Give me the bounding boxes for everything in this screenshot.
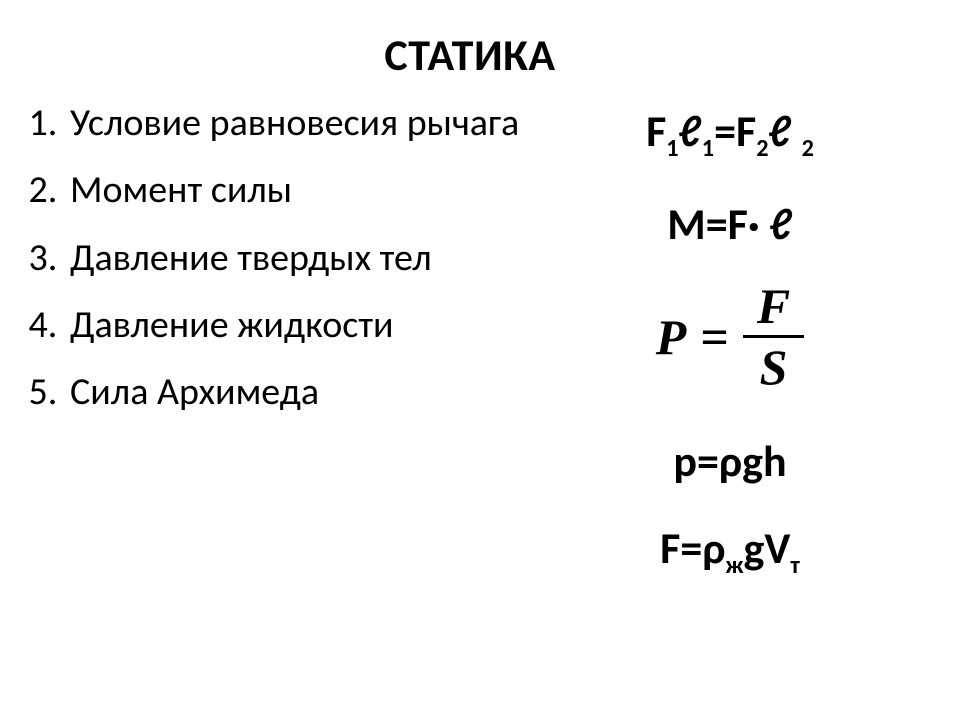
list-item: Условие равновесия рычага (66, 98, 540, 149)
sub-1: 1 (702, 134, 714, 163)
fraction-bar (743, 335, 804, 338)
formula-moment: M=F· ℓ (667, 201, 793, 247)
slide: СТАТИКА Условие равновесия рычага Момент… (0, 0, 960, 720)
content-body: Условие равновесия рычага Момент силы Да… (20, 98, 920, 608)
var-F: F (646, 104, 666, 158)
page-title: СТАТИКА (20, 28, 920, 82)
formula-pressure-liquid: p=ρgh (673, 438, 786, 484)
sub-1: 1 (666, 134, 678, 163)
numerator: F (743, 281, 804, 331)
var-l: ℓ (679, 104, 702, 158)
var-F: F (736, 104, 756, 158)
list-item: Момент силы (66, 165, 540, 216)
eq-sign: = (680, 521, 702, 575)
list-item: Давление твердых тел (66, 233, 540, 284)
sub-2: 2 (756, 134, 768, 163)
sub-2: 2 (802, 134, 814, 163)
list-item: Сила Архимеда (66, 367, 540, 418)
formula-lever: F1ℓ1=F2ℓ 2 (646, 108, 814, 161)
eq-sign: = (714, 104, 736, 158)
var-rho: ρ (702, 521, 725, 575)
var-g: g (743, 521, 764, 575)
formula-column: F1ℓ1=F2ℓ 2 M=F· ℓ P = F S p=ρgh F=ρ (540, 98, 920, 608)
space (760, 197, 770, 251)
var-P: P (656, 311, 701, 364)
dot: · (748, 197, 760, 251)
var-V: V (764, 521, 790, 575)
var-F: F (660, 521, 680, 575)
var-M: M (667, 197, 705, 251)
var-l: ℓ (770, 197, 793, 251)
formula-pressure-solid: P = F S (656, 281, 804, 392)
fraction: F S (743, 281, 804, 392)
sub-zh: ж (726, 550, 744, 579)
denominator: S (746, 342, 802, 392)
list-item: Давление жидкости (66, 300, 540, 351)
eq-sign: = (700, 311, 743, 364)
sub-t: т (790, 550, 799, 579)
space (792, 104, 802, 158)
formula-archimedes: F=ρжgVт (660, 525, 800, 578)
topic-list: Условие равновесия рычага Момент силы Да… (20, 98, 540, 434)
var-F: F (728, 197, 748, 251)
eq-sign: = (706, 197, 728, 251)
var-l: ℓ (768, 104, 791, 158)
